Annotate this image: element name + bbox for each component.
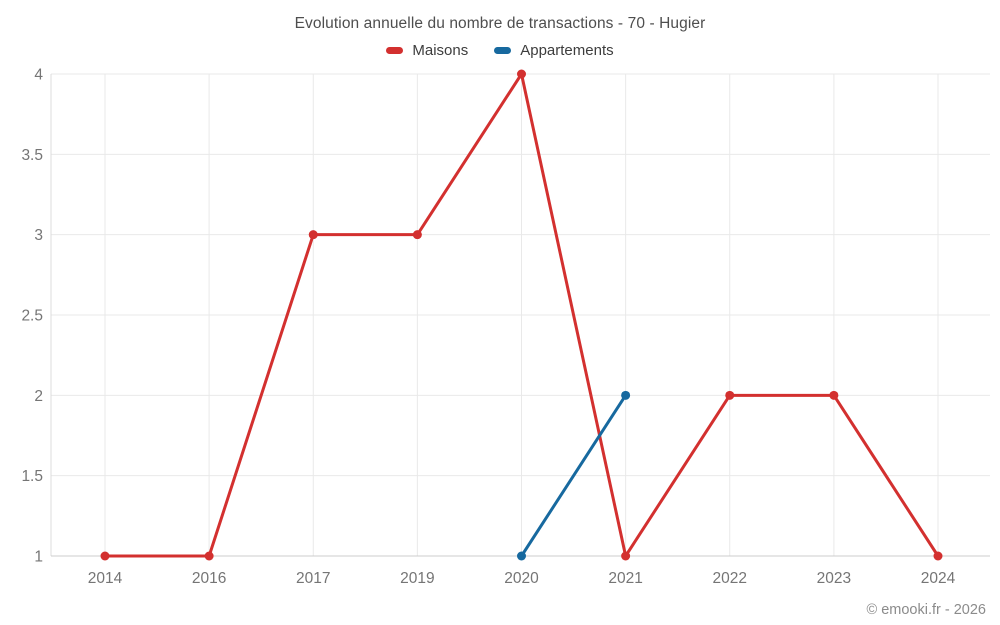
- x-tick-label-2020: 2020: [504, 570, 539, 587]
- data-point-maisons-2021[interactable]: [621, 551, 631, 561]
- data-point-maisons-2022[interactable]: [725, 390, 735, 400]
- copyright: © emooki.fr - 2026: [866, 602, 986, 618]
- data-point-appartements-2020[interactable]: [517, 551, 526, 561]
- x-tick-label-2019: 2019: [400, 570, 434, 587]
- x-tick-label-2021: 2021: [608, 570, 642, 587]
- legend: Maisons Appartements: [0, 42, 1000, 59]
- y-tick-label: 3.5: [21, 147, 43, 164]
- x-tick-label-2022: 2022: [713, 570, 747, 587]
- legend-item-appartements[interactable]: Appartements: [494, 42, 614, 59]
- data-point-maisons-2020[interactable]: [517, 69, 526, 79]
- x-tick-label-2024: 2024: [921, 570, 956, 587]
- data-point-maisons-2017[interactable]: [308, 230, 318, 240]
- y-tick-label: 1.5: [21, 468, 43, 485]
- y-tick-label: 4: [34, 66, 43, 83]
- x-tick-label-2017: 2017: [296, 570, 330, 587]
- y-tick-label: 3: [34, 227, 43, 244]
- data-point-maisons-2023[interactable]: [829, 390, 839, 400]
- legend-label-maisons: Maisons: [412, 42, 469, 59]
- x-tick-label-2016: 2016: [192, 570, 226, 587]
- legend-swatch-appartements: [494, 47, 512, 54]
- y-tick-label: 1: [34, 548, 43, 565]
- chart-title: Evolution annuelle du nombre de transact…: [294, 15, 706, 32]
- data-point-maisons-2016[interactable]: [204, 551, 214, 561]
- series-line-appartements: [520, 393, 628, 558]
- data-point-maisons-2014[interactable]: [100, 551, 110, 561]
- y-tick-label: 2.5: [21, 307, 43, 324]
- legend-swatch-maisons: [386, 47, 404, 54]
- x-tick-label-2014: 2014: [88, 570, 123, 587]
- x-tick-label-2023: 2023: [817, 570, 851, 587]
- data-point-maisons-2024[interactable]: [933, 551, 943, 561]
- legend-item-maisons[interactable]: Maisons: [386, 42, 468, 59]
- data-point-maisons-2019[interactable]: [412, 230, 422, 240]
- data-point-appartements-2021[interactable]: [621, 390, 631, 400]
- y-tick-label: 2: [34, 388, 43, 405]
- legend-label-appartements: Appartements: [520, 42, 614, 59]
